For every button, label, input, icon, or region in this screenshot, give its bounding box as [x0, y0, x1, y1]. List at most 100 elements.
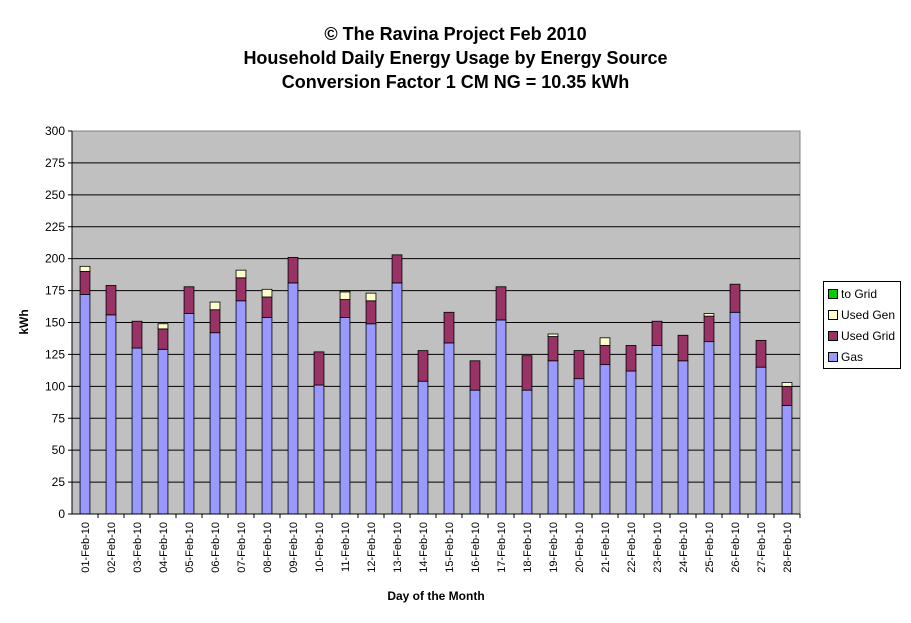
bar-segment-gas	[365, 323, 377, 515]
x-tick-label: 01-Feb-10	[80, 522, 92, 573]
bar-segment-used-grid	[651, 320, 663, 346]
bar-segment-gas	[703, 341, 715, 515]
legend: to Grid Used Gen Used Grid Gas	[823, 281, 901, 369]
y-tick-label: 125	[45, 347, 65, 361]
bar-segment-gas	[599, 364, 611, 515]
y-tick-label: 250	[45, 188, 65, 202]
bar-segment-gas	[287, 282, 299, 515]
chart-title-line-3: Conversion Factor 1 CM NG = 10.35 kWh	[281, 72, 630, 92]
bar-segment-gas	[261, 316, 273, 515]
x-tick-label: 05-Feb-10	[184, 522, 196, 573]
y-tick-label: 200	[45, 252, 65, 266]
bar-segment-gas	[677, 360, 689, 515]
x-tick-label: 21-Feb-10	[600, 522, 612, 573]
y-tick-label: 0	[58, 507, 65, 521]
bar-segment-to-grid	[339, 290, 351, 293]
legend-item-used-grid: Used Grid	[828, 328, 895, 344]
x-tick-label: 18-Feb-10	[522, 522, 534, 573]
bar-segment-gas	[79, 294, 91, 515]
bar-segment-used-grid	[417, 350, 429, 382]
bar-segment-gas	[573, 378, 585, 515]
bar-segment-used-grid	[235, 277, 247, 302]
x-tick-label: 23-Feb-10	[652, 522, 664, 573]
bar-segment-gas	[755, 366, 767, 515]
x-tick-label: 10-Feb-10	[314, 522, 326, 573]
bar-segment-gas	[105, 314, 117, 515]
y-tick-label: 300	[45, 124, 65, 138]
chart-title-line-2: Household Daily Energy Usage by Energy S…	[243, 48, 668, 68]
bar-segment-used-grid	[573, 350, 585, 380]
x-tick-label: 25-Feb-10	[704, 522, 716, 573]
x-tick-label: 19-Feb-10	[548, 522, 560, 573]
x-tick-label: 22-Feb-10	[626, 522, 638, 573]
bar-segment-used-grid	[703, 315, 715, 343]
legend-item-gas: Gas	[828, 349, 863, 365]
x-tick-label: 06-Feb-10	[210, 522, 222, 573]
y-tick-label: 25	[52, 475, 66, 489]
x-tick-label: 08-Feb-10	[262, 522, 274, 573]
bar-segment-used-grid	[105, 285, 117, 316]
bar-segment-used-grid	[495, 286, 507, 321]
bar-segment-used-gen	[781, 382, 793, 387]
bar-segment-gas	[183, 313, 195, 515]
chart-title-line-1: © The Ravina Project Feb 2010	[324, 24, 587, 44]
x-axis-label: Day of the Month	[387, 589, 484, 603]
bar-segment-used-grid	[157, 328, 169, 350]
x-tick-label: 28-Feb-10	[782, 522, 794, 573]
bar-segment-gas	[417, 380, 429, 515]
bar-segment-gas	[339, 316, 351, 515]
legend-swatch	[828, 352, 838, 362]
x-tick-label: 13-Feb-10	[392, 522, 404, 573]
legend-label: to Grid	[841, 287, 878, 301]
bar-segment-used-grid	[79, 271, 91, 295]
x-tick-label: 03-Feb-10	[132, 522, 144, 573]
x-tick-label: 07-Feb-10	[236, 522, 248, 573]
legend-swatch	[828, 331, 838, 341]
y-tick-label: 225	[45, 220, 65, 234]
y-tick-label: 100	[45, 379, 65, 393]
bar-segment-used-grid	[781, 385, 793, 406]
bar-segment-used-gen	[157, 323, 169, 330]
x-tick-label: 24-Feb-10	[678, 522, 690, 573]
bar-segment-used-grid	[547, 336, 559, 362]
bar-segment-used-gen	[599, 337, 611, 346]
bar-segment-used-grid	[261, 296, 273, 318]
bar-segment-used-grid	[339, 299, 351, 318]
bar-segment-gas	[729, 311, 741, 515]
bar-segment-used-grid	[391, 254, 403, 284]
bar-segment-used-grid	[131, 320, 143, 349]
bar-segment-used-gen	[235, 269, 247, 279]
bar-segment-gas	[131, 347, 143, 515]
x-tick-label: 09-Feb-10	[288, 522, 300, 573]
bar-segment-used-grid	[209, 309, 221, 334]
bar-segment-used-grid	[287, 256, 299, 284]
bar-segment-used-grid	[443, 311, 455, 344]
bar-segment-used-gen	[79, 265, 91, 272]
y-tick-label: 150	[45, 316, 65, 330]
bar-segment-used-gen	[261, 288, 273, 298]
bar-segment-used-gen	[365, 292, 377, 302]
bar-segment-gas	[651, 345, 663, 515]
x-tick-label: 26-Feb-10	[730, 522, 742, 573]
x-tick-label: 14-Feb-10	[418, 522, 430, 573]
legend-swatch	[828, 310, 838, 320]
bar-segment-gas	[209, 332, 221, 515]
x-tick-label: 04-Feb-10	[158, 522, 170, 573]
bar-segment-used-grid	[677, 334, 689, 362]
legend-label: Gas	[841, 350, 864, 364]
bar-segment-used-gen	[547, 333, 559, 337]
x-tick-label: 20-Feb-10	[574, 522, 586, 573]
x-tick-label: 16-Feb-10	[470, 522, 482, 573]
bar-segment-used-grid	[365, 300, 377, 325]
x-tick-label: 11-Feb-10	[340, 522, 352, 572]
bar-segment-gas	[469, 389, 481, 515]
bar-segment-used-grid	[183, 286, 195, 314]
bar-segment-gas	[313, 384, 325, 515]
bar-segment-used-gen	[703, 313, 715, 317]
bar-segment-gas	[157, 348, 169, 515]
bar-segment-gas	[443, 342, 455, 515]
bar-segment-used-gen	[209, 301, 221, 311]
bar-segment-used-gen	[339, 291, 351, 300]
bar-segment-used-grid	[599, 345, 611, 366]
